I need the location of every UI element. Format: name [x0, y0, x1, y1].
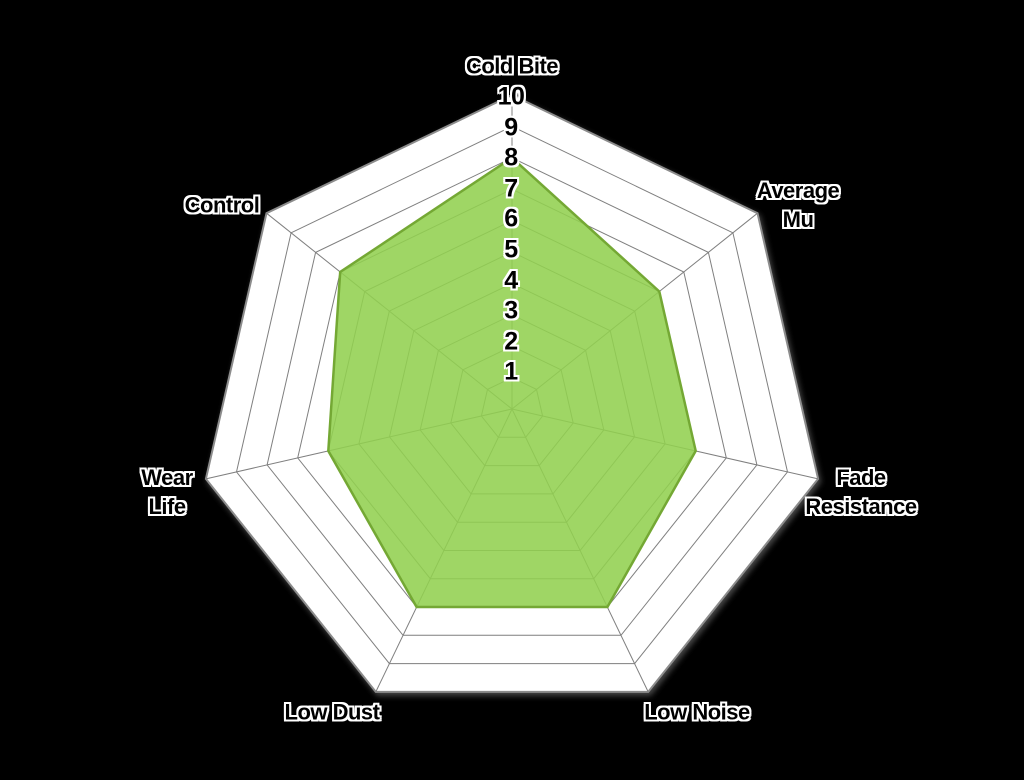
tick-label-4: 4 — [504, 266, 518, 295]
data-polygon — [327, 156, 698, 609]
tick-label-8: 8 — [504, 143, 518, 172]
grid-ring-9 — [235, 125, 789, 665]
tick-label-10: 10 — [497, 82, 525, 111]
axis-label-line: Life — [148, 494, 186, 519]
tick-label-7: 7 — [504, 174, 518, 203]
axis-label-line: Cold Bite — [465, 53, 559, 79]
axis-label-line: Average — [756, 178, 840, 203]
axis-label-low-noise: Low Noise — [644, 698, 750, 727]
axis-label-control: Control — [185, 191, 260, 220]
axis-label-wear-life: Wear Life — [141, 463, 193, 521]
grid-ring-8 — [266, 157, 758, 636]
tick-label-1: 1 — [504, 357, 518, 386]
tick-label-9: 9 — [504, 113, 518, 142]
tick-label-3: 3 — [504, 296, 518, 325]
axis-label-line: Resistance — [805, 494, 917, 519]
axis-label-low-dust: Low Dust — [284, 698, 381, 727]
axis-label-line: Control — [184, 192, 260, 218]
axis-label-line: Mu — [782, 207, 814, 232]
axis-label-cold-bite: Cold Bite — [465, 52, 559, 81]
tick-label-5: 5 — [504, 235, 518, 264]
tick-label-2: 2 — [504, 327, 518, 356]
axis-label-fade-resistance: Fade Resistance — [805, 463, 917, 521]
tick-label-6: 6 — [504, 204, 518, 233]
axis-label-line: Fade — [836, 465, 886, 490]
axis-label-line: Low Noise — [644, 699, 750, 725]
axis-label-average-mu: Average Mu — [757, 176, 840, 234]
axis-label-line: Low Dust — [284, 699, 381, 725]
axis-label-line: Wear — [141, 465, 193, 490]
